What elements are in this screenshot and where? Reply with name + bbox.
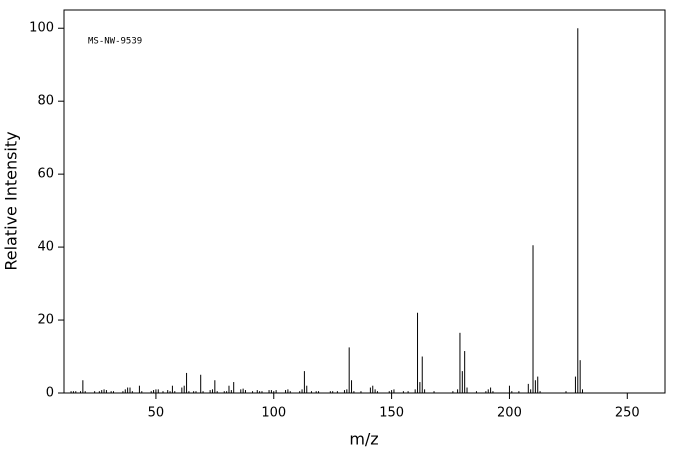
- x-tick-label: 100: [261, 406, 286, 421]
- y-tick-label: 0: [46, 386, 54, 401]
- x-tick-label: 50: [148, 406, 165, 421]
- y-tick-label: 40: [37, 240, 54, 255]
- y-tick-label: 100: [29, 21, 54, 36]
- y-axis-label: Relative Intensity: [2, 131, 21, 270]
- x-tick-label: 150: [379, 406, 404, 421]
- y-tick-label: 60: [37, 167, 54, 182]
- x-axis-label: m/z: [349, 430, 378, 449]
- plot-frame: [63, 9, 666, 394]
- x-tick-label: 200: [497, 406, 522, 421]
- y-tick-label: 80: [37, 94, 54, 109]
- y-tick-label: 20: [37, 313, 54, 328]
- chart-title: MS-NW-9539: [88, 37, 142, 47]
- x-tick-label: 250: [615, 406, 640, 421]
